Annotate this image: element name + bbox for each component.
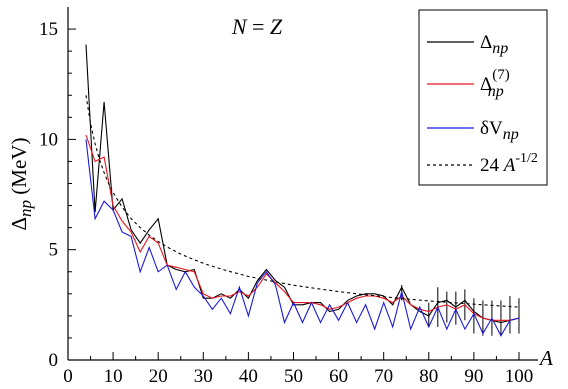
series-line-delta_np7 <box>85 134 520 321</box>
x-tick-label: 10 <box>104 366 123 387</box>
x-tick-label: 20 <box>149 366 168 387</box>
axes: 0 10 20 30 40 50 60 70 80 90 100 0 5 10 15 <box>39 7 538 387</box>
series-line-delta_v_np <box>85 139 520 337</box>
plot-area <box>85 44 520 337</box>
y-axis-title: Δnp (MeV) <box>7 138 35 231</box>
x-axis-title: A <box>538 346 553 370</box>
series-line-fit_curve <box>85 95 520 308</box>
y-tick-label: 10 <box>39 129 58 150</box>
y-tick-label: 0 <box>49 350 59 371</box>
x-tick-label: 100 <box>505 366 534 387</box>
legend-label-delta_np7: Δ(7) np <box>480 67 510 100</box>
series-line-delta_np <box>85 44 520 324</box>
x-tick-label: 40 <box>239 366 258 387</box>
x-tick-label: 60 <box>329 366 348 387</box>
x-tick-label: 50 <box>284 366 303 387</box>
x-tick-label: 70 <box>374 366 393 387</box>
legend: Δnp Δ(7) np δVnp 24 A-1/2 <box>418 9 548 186</box>
legend-label-delta_np: Δnp <box>480 32 508 57</box>
y-tick-label: 15 <box>39 19 58 40</box>
legend-label-delta_v_np: δVnp <box>480 118 519 143</box>
y-axis-title-text: Δnp (MeV) <box>7 138 35 231</box>
chart-annotation: N = Z <box>231 14 283 39</box>
legend-box <box>418 9 548 186</box>
y-tick-label: 5 <box>49 240 59 261</box>
x-tick-label: 90 <box>464 366 483 387</box>
legend-label-fit_curve: 24 A-1/2 <box>480 151 538 176</box>
x-tick-label: 30 <box>194 366 213 387</box>
x-tick-label: 80 <box>419 366 438 387</box>
x-tick-label: 0 <box>63 366 73 387</box>
